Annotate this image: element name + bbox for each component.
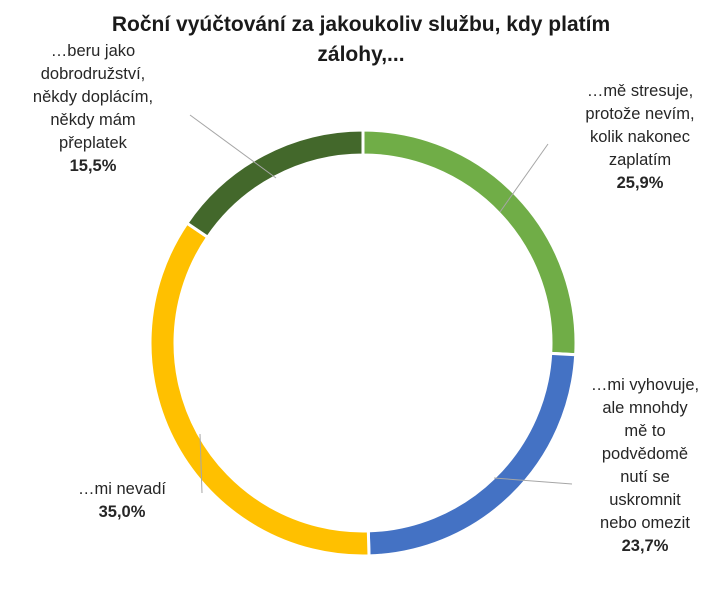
data-label-2: …mi vyhovuje, ale mnohdy mě to podvědomě nut… — [570, 374, 720, 558]
data-label-4-value: 15,5% — [69, 157, 117, 175]
data-label-4-text: přeplatek — [59, 134, 127, 152]
data-label-2-text: ale mnohdy — [602, 399, 688, 417]
leader-line-1 — [499, 143, 549, 213]
data-label-1-text: …mě stresuje, — [586, 82, 694, 100]
donut-slice-1 — [361, 128, 578, 357]
data-label-2-text: …mi vyhovuje, — [590, 376, 700, 394]
data-label-2-text: mě to — [624, 422, 666, 440]
data-label-3-value: 35,0% — [98, 503, 146, 521]
data-label-4-text: dobrodružství, — [40, 65, 146, 83]
leader-line-3 — [199, 433, 203, 494]
data-label-4: …beru jako dobrodružství, někdy doplácím, n… — [18, 40, 168, 178]
chart-title: Roční vyúčtování za jakoukoliv službu, k… — [60, 10, 662, 70]
chart-title-line-2: zálohy,... — [317, 43, 405, 66]
data-label-4-text: …beru jako — [50, 42, 136, 60]
data-label-1-value: 25,9% — [616, 174, 664, 192]
data-label-3: …mi nevadí 35,0% — [52, 478, 192, 524]
data-label-2-text: podvědomě — [601, 445, 689, 463]
data-label-3-text: …mi nevadí — [77, 480, 167, 498]
data-label-4-text: někdy mám — [50, 111, 136, 129]
data-label-1-text: protože nevím, — [585, 105, 695, 123]
data-label-2-text: uskromnit — [609, 491, 681, 509]
data-label-1-text: kolik nakonec — [590, 128, 690, 146]
data-label-2-text: nebo omezit — [600, 514, 690, 532]
donut-slice-2 — [366, 351, 578, 558]
data-label-2-text: nutí se — [620, 468, 670, 486]
data-label-1-text: zaplatím — [608, 151, 672, 169]
data-label-2-value: 23,7% — [621, 537, 669, 555]
donut-slice-4 — [184, 128, 365, 240]
data-label-4-text: někdy doplácím, — [32, 88, 154, 106]
leader-line-4 — [189, 114, 277, 179]
data-label-1: …mě stresuje, protože nevím, kolik nakonec… — [560, 80, 720, 195]
leader-line-2 — [493, 477, 573, 485]
chart-title-line-1: Roční vyúčtování za jakoukoliv službu, k… — [111, 13, 611, 36]
